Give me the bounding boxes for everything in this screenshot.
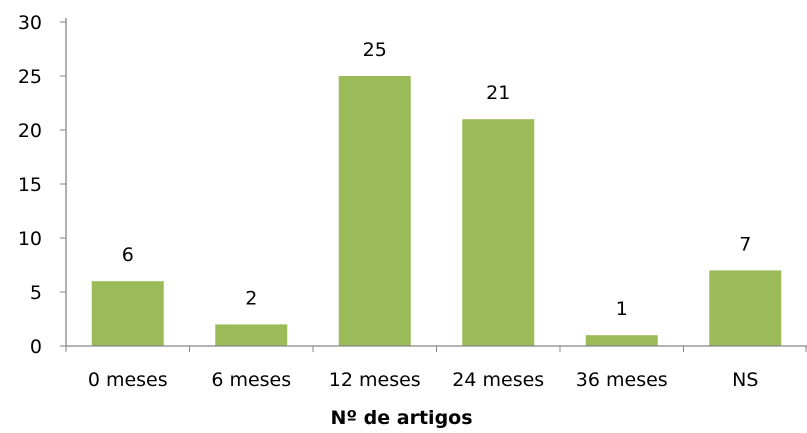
data-label: 1: [616, 298, 628, 320]
x-tick-label: 24 meses: [452, 369, 544, 391]
bar-12-meses: [338, 76, 411, 346]
y-tick-label: 15: [18, 174, 42, 196]
bar-0-meses: [91, 281, 164, 346]
bar-36-meses: [585, 335, 658, 346]
y-axis-ticks: 0 5 10 15 20 25 30: [18, 12, 66, 358]
data-label: 21: [486, 82, 510, 104]
bar-ns: [709, 270, 782, 346]
x-axis-title: Nº de artigos: [330, 407, 472, 429]
y-tick-label: 25: [18, 66, 42, 88]
axes: [65, 18, 807, 352]
bar-24-meses: [462, 119, 535, 346]
x-tick-label: 12 meses: [329, 369, 421, 391]
x-tick-label: 0 meses: [88, 369, 168, 391]
data-label: 2: [245, 287, 257, 309]
x-tick-label: 6 meses: [211, 369, 291, 391]
y-tick-label: 5: [30, 282, 42, 304]
y-tick-label: 0: [30, 336, 42, 358]
x-tick-label: NS: [732, 369, 758, 391]
x-tick-label: 36 meses: [576, 369, 668, 391]
y-tick-label: 30: [18, 12, 42, 34]
y-tick-label: 20: [18, 120, 42, 142]
data-label: 6: [122, 244, 134, 266]
data-label: 7: [739, 233, 751, 255]
bar-6-meses: [215, 324, 288, 346]
data-label: 25: [363, 39, 387, 61]
category-labels: 0 meses 6 meses 12 meses 24 meses 36 meses NS: [88, 369, 759, 391]
bars: [91, 76, 782, 346]
y-tick-label: 10: [18, 228, 42, 250]
